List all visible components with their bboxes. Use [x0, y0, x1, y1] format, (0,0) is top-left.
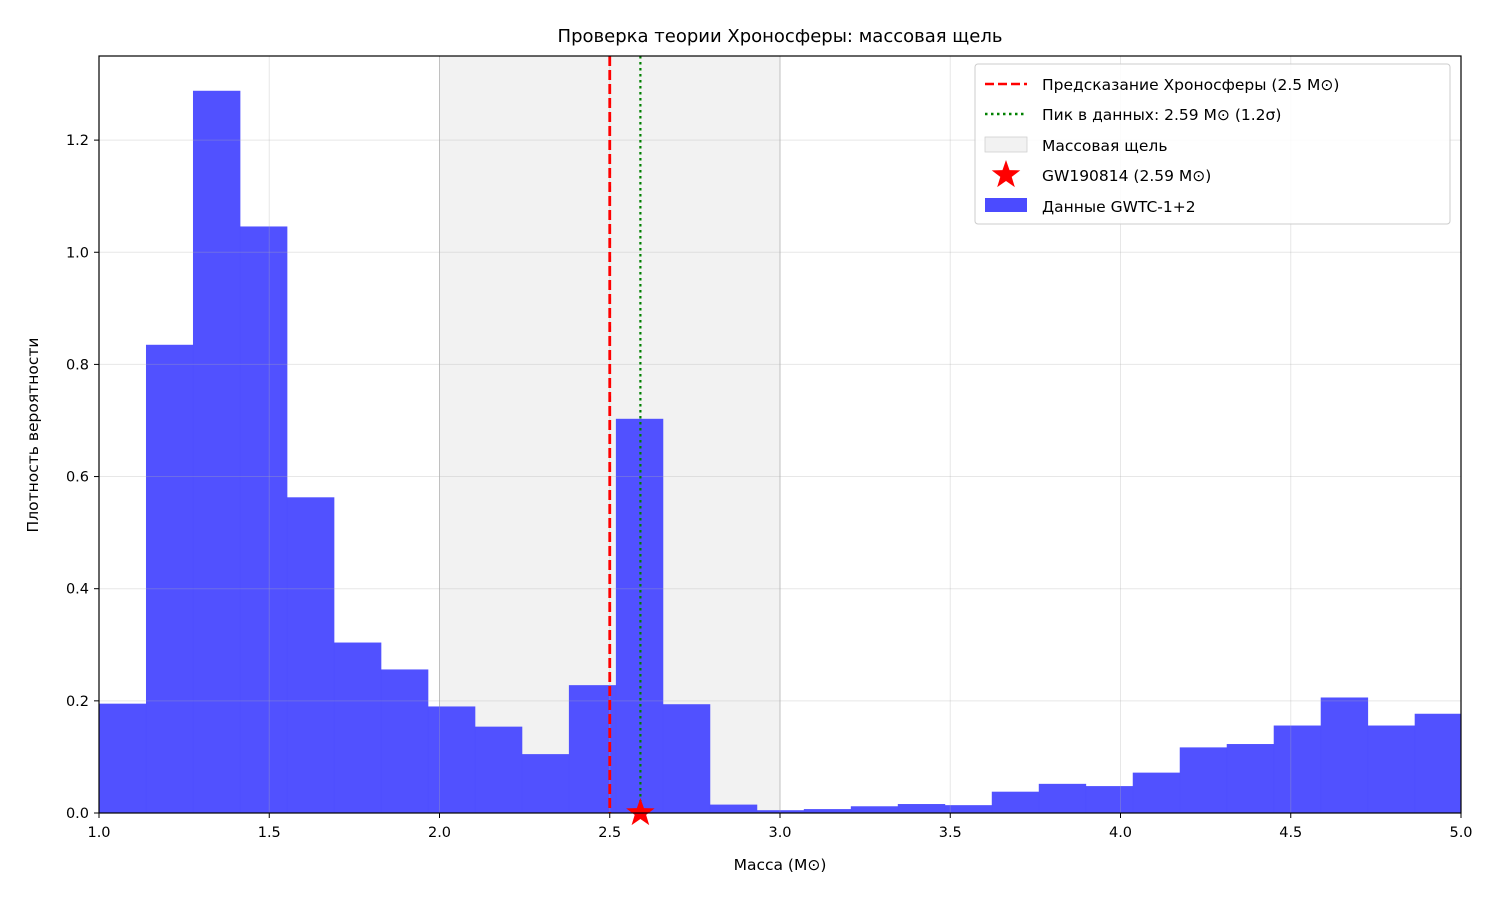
- y-tick-label: 0.2: [66, 694, 89, 710]
- chart-title: Проверка теории Хроносферы: массовая щел…: [558, 26, 1003, 47]
- legend-histogram-swatch: [985, 198, 1027, 212]
- y-tick-label: 1.0: [66, 245, 89, 261]
- y-tick-label: 0.0: [66, 806, 89, 822]
- histogram-bar: [897, 804, 946, 813]
- x-tick-label: 1.5: [258, 825, 281, 841]
- histogram-bar: [991, 791, 1040, 813]
- x-tick-label: 3.5: [939, 825, 962, 841]
- histogram-bar: [286, 497, 335, 813]
- y-axis-label: Плотность вероятности: [24, 338, 42, 533]
- legend: Предсказание Хроносферы (2.5 M⊙) Пик в д…: [974, 63, 1451, 225]
- histogram-bar: [145, 344, 194, 813]
- histogram-bar: [1320, 697, 1369, 813]
- histogram-bar: [99, 703, 147, 813]
- histogram-bar: [1273, 725, 1322, 813]
- y-tick-label: 0.6: [66, 470, 89, 486]
- histogram-bar: [803, 809, 852, 813]
- axes: 1.0 1.5 2.0 2.5 3.0 3.5 4.0 4.5 5.0 0.0 0.2 0.4 0.6 0…: [66, 55, 1473, 841]
- histogram-bar: [474, 726, 523, 813]
- x-tick-label: 1.0: [87, 825, 110, 841]
- x-axis-label: Масса (M⊙): [734, 856, 827, 874]
- x-tick-label: 2.5: [598, 825, 621, 841]
- histogram-bar: [756, 810, 805, 813]
- histogram-bar: [662, 704, 711, 813]
- gw190814-marker: [626, 798, 655, 826]
- legend-peak-label: Пик в данных: 2.59 M⊙ (1.2σ): [1042, 106, 1281, 124]
- y-tick-label: 0.8: [66, 357, 89, 373]
- y-tick-label: 1.2: [66, 133, 89, 149]
- histogram: [99, 90, 1461, 813]
- histogram-bar: [192, 90, 241, 813]
- histogram-bar: [380, 669, 429, 813]
- histogram-bar: [1226, 744, 1275, 813]
- histogram-bar: [1038, 783, 1087, 813]
- histogram-bar: [1179, 747, 1228, 813]
- x-tick-label: 2.0: [428, 825, 451, 841]
- histogram-bar: [427, 706, 476, 813]
- histogram-bar: [1414, 713, 1461, 813]
- legend-prediction-label: Предсказание Хроносферы (2.5 M⊙): [1042, 76, 1339, 94]
- x-tick-label: 4.0: [1109, 825, 1132, 841]
- histogram-bar: [944, 805, 993, 813]
- x-tick-label: 5.0: [1449, 825, 1472, 841]
- histogram-bar: [333, 642, 382, 813]
- plot-area: [98, 56, 1462, 826]
- legend-marker-swatch: [991, 160, 1021, 188]
- legend-box: [974, 63, 1451, 225]
- histogram-bar: [709, 804, 758, 813]
- legend-mass-gap-swatch: [984, 136, 1028, 153]
- legend-histogram-label: Данные GWTC-1+2: [1042, 198, 1196, 216]
- histogram-bar: [1085, 786, 1134, 813]
- legend-marker-label: GW190814 (2.59 M⊙): [1042, 167, 1211, 185]
- legend-mass-gap-label: Массовая щель: [1042, 137, 1167, 155]
- x-tick-label: 4.5: [1279, 825, 1302, 841]
- histogram-bar: [850, 806, 899, 813]
- y-tick-label: 0.4: [66, 582, 89, 598]
- histogram-bar: [1132, 772, 1181, 813]
- x-tick-label: 3.0: [768, 825, 791, 841]
- histogram-bar: [1367, 725, 1416, 813]
- histogram-bar: [521, 754, 570, 813]
- histogram-bar: [239, 226, 288, 813]
